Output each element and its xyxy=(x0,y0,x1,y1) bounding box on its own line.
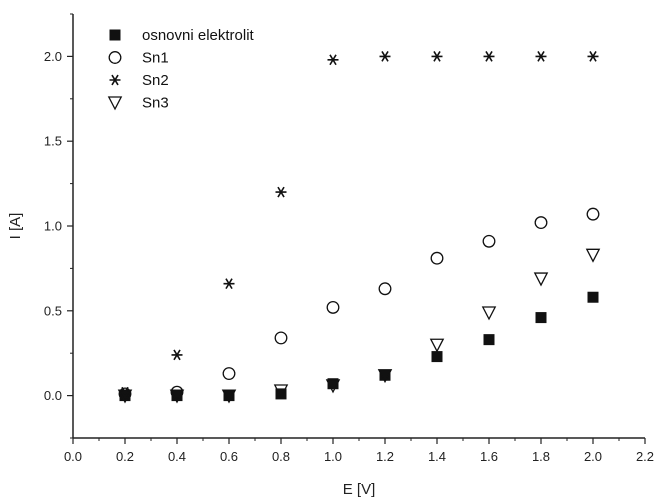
data-point xyxy=(483,334,495,346)
data-point xyxy=(534,216,548,230)
y-tick-label: 1.5 xyxy=(44,134,62,149)
data-point xyxy=(222,367,236,381)
y-axis-title: I [A] xyxy=(7,213,24,240)
data-point xyxy=(171,349,183,361)
data-point xyxy=(274,331,288,345)
legend-marker xyxy=(109,29,121,41)
y-tick-label: 0.5 xyxy=(44,303,62,318)
data-point xyxy=(429,338,445,353)
data-point xyxy=(535,51,547,62)
data-point xyxy=(431,51,443,62)
data-point xyxy=(118,387,132,401)
x-tick-label: 0.2 xyxy=(116,449,134,464)
x-tick-label: 0.4 xyxy=(168,449,186,464)
data-point xyxy=(119,386,131,398)
data-point xyxy=(379,369,391,381)
data-point xyxy=(327,378,339,390)
x-axis-title: E [V] xyxy=(343,481,376,498)
data-point xyxy=(325,379,341,394)
data-point xyxy=(430,251,444,265)
series-2 xyxy=(118,207,600,401)
data-point xyxy=(171,390,183,402)
legend: osnovni elektrolit Sn1 Sn2 Sn3 xyxy=(107,27,255,112)
data-point xyxy=(327,54,339,66)
data-point xyxy=(481,306,497,321)
data-point xyxy=(379,51,391,62)
data-point xyxy=(587,291,599,303)
legend-label: Sn2 xyxy=(142,72,169,89)
legend-label: Sn3 xyxy=(142,95,169,112)
data-point xyxy=(587,51,599,62)
legend-label: Sn1 xyxy=(142,50,169,67)
data-point xyxy=(221,389,237,404)
y-axis-ticks: 0.0 0.5 1.0 1.5 2.0 xyxy=(44,13,73,439)
data-point xyxy=(585,248,601,263)
x-tick-label: 1.0 xyxy=(324,449,342,464)
series-4 xyxy=(117,248,601,404)
x-tick-label: 1.4 xyxy=(428,449,446,464)
y-tick-label: 2.0 xyxy=(44,49,62,64)
x-tick-label: 0.8 xyxy=(272,449,290,464)
data-point xyxy=(533,272,549,287)
series-1 xyxy=(119,291,599,402)
legend-marker xyxy=(108,51,122,64)
legend-marker xyxy=(109,74,121,86)
data-point xyxy=(482,234,496,248)
series-3 xyxy=(119,51,599,398)
y-tick-label: 1.0 xyxy=(44,219,62,234)
data-point xyxy=(223,278,235,290)
data-point xyxy=(273,384,289,399)
data-point xyxy=(275,388,287,400)
x-tick-label: 1.6 xyxy=(480,449,498,464)
x-tick-label: 0.0 xyxy=(64,449,82,464)
data-point xyxy=(117,389,133,404)
x-tick-label: 2.0 xyxy=(584,449,602,464)
data-point xyxy=(326,300,340,314)
data-point xyxy=(119,390,131,402)
x-tick-label: 0.6 xyxy=(220,449,238,464)
x-axis-ticks: 0.0 0.2 0.4 0.6 0.8 1.0 1.2 1.4 1.6 1.8 2.0 2.2 xyxy=(64,438,654,464)
data-point xyxy=(586,207,600,221)
x-tick-label: 2.2 xyxy=(636,449,654,464)
legend-marker xyxy=(107,96,123,111)
data-point xyxy=(223,390,235,402)
x-tick-label: 1.2 xyxy=(376,449,394,464)
data-point xyxy=(378,282,392,296)
x-tick-label: 1.8 xyxy=(532,449,550,464)
data-point xyxy=(169,389,185,404)
data-point xyxy=(431,351,443,363)
y-tick-label: 0.0 xyxy=(44,388,62,403)
data-points xyxy=(117,51,601,404)
data-point xyxy=(275,186,287,198)
data-point xyxy=(377,369,393,384)
data-point xyxy=(483,51,495,62)
legend-label: osnovni elektrolit xyxy=(142,27,255,44)
data-point xyxy=(535,312,547,324)
